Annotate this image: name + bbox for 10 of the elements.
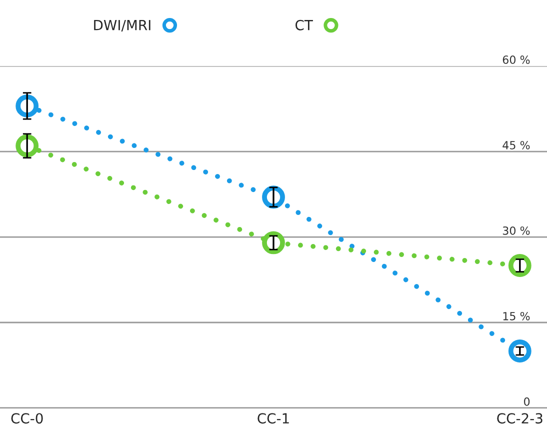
legend-label: CT (296, 20, 313, 30)
legend-label: DWI/MRI (94, 20, 150, 32)
y-tick-label: 15 % (503, 312, 530, 320)
y-tick-label: 0 (524, 397, 530, 406)
x-tick-label: CC-0 (11, 413, 43, 424)
y-tick-label: 30 % (502, 226, 530, 235)
y-tick-label: 45 % (502, 140, 530, 150)
x-tick-label: CC-2-3 (497, 413, 542, 424)
y-tick-label: 60 % (502, 56, 530, 64)
x-tick-label: CC-1 (258, 413, 289, 424)
